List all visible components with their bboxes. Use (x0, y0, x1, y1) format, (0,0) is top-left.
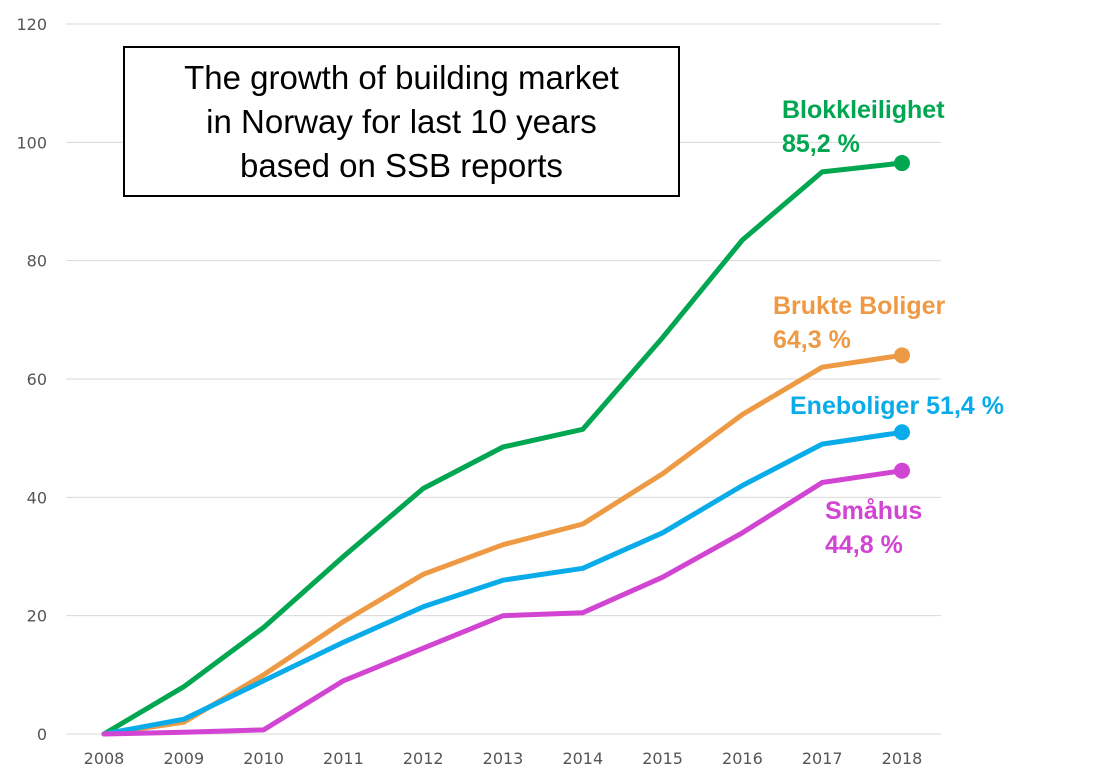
y-tick-label: 120 (16, 15, 47, 34)
x-tick-label: 2010 (243, 749, 284, 768)
series-line-4 (101, 468, 905, 737)
y-tick-label: 80 (27, 252, 47, 271)
x-tick-label: 2015 (642, 749, 683, 768)
series-label-4-line-2: 44,8 % (825, 531, 903, 559)
series-labels: Blokkleilighet 85,2 % Brukte Boliger 64,3 %… (773, 96, 1004, 559)
x-tick-label: 2009 (163, 749, 204, 768)
series-line-1 (101, 160, 905, 737)
x-axis-tick-labels: 2008 2009 2010 2011 2012 2013 2014 2015 2016 2017… (84, 749, 923, 768)
x-tick-label: 2008 (84, 749, 125, 768)
series-label-1-line-2: 85,2 % (782, 130, 860, 158)
x-tick-label: 2013 (483, 749, 524, 768)
series-label-2-line-1: Brukte Boliger (773, 292, 946, 320)
x-tick-label: 2012 (403, 749, 444, 768)
x-tick-label: 2017 (802, 749, 843, 768)
y-tick-label: 0 (37, 725, 47, 744)
series-lines (101, 155, 910, 737)
series-end-point-2 (894, 347, 910, 364)
series-end-point-4 (894, 462, 910, 479)
y-tick-label: 20 (27, 607, 47, 626)
x-tick-label: 2011 (323, 749, 364, 768)
chart-title-box: The growth of building market in Norway … (123, 46, 680, 197)
chart-title-line-2: in Norway for last 10 years (206, 102, 597, 140)
series-label-1-line-1: Blokkleilighet (782, 96, 945, 124)
y-axis-tick-labels: 0 20 40 60 80 100 120 (16, 15, 47, 744)
x-tick-label: 2016 (722, 749, 763, 768)
series-line-2 (101, 352, 905, 737)
chart-title: The growth of building market in Norway … (184, 56, 619, 188)
series-label-2-line-2: 64,3 % (773, 326, 851, 354)
y-tick-label: 60 (27, 370, 47, 389)
chart-title-line-1: The growth of building market (184, 58, 619, 96)
series-label-4-line-1: Småhus (825, 497, 922, 525)
x-tick-label: 2014 (562, 749, 603, 768)
series-end-point-1 (894, 155, 910, 172)
series-label-3-line-1: Eneboliger 51,4 % (790, 392, 1004, 420)
series-end-point-3 (894, 424, 910, 441)
chart-title-line-3: based on SSB reports (240, 146, 563, 184)
y-tick-label: 40 (27, 488, 47, 507)
series-line-3 (101, 429, 905, 737)
x-tick-label: 2018 (882, 749, 923, 768)
y-tick-label: 100 (16, 133, 47, 152)
